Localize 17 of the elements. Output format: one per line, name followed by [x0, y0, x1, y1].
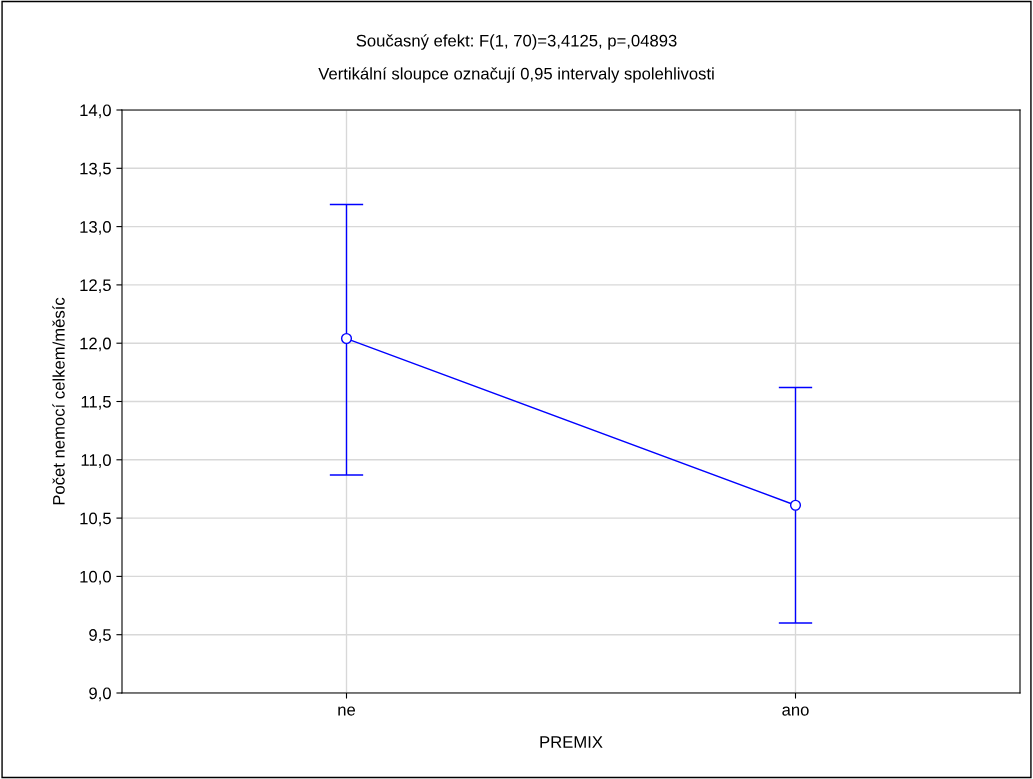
y-tick-label: 10,5 [80, 512, 111, 527]
y-tick-label: 11,5 [81, 396, 111, 410]
y-tick-label: 10,0 [80, 570, 111, 585]
y-tick-label: 9,5 [89, 629, 111, 643]
y-tick-label: 11,0 [81, 454, 111, 468]
chart-subtitle: Vertikální sloupce označují 0,95 intervaly spolehlivosti [318, 67, 714, 83]
y-tick-label: 12,5 [80, 279, 111, 294]
y-tick-label: 14,0 [80, 104, 111, 119]
y-tick-label: 13,0 [80, 221, 111, 235]
y-tick-label: 13,5 [80, 162, 111, 177]
x-axis-title: PREMIX [540, 736, 603, 748]
x-tick-label: ano [782, 706, 809, 716]
y-axis-title: Počet nemocí celkem/měsíc [52, 297, 65, 505]
chart-title: Současný efekt: F(1, 70)=3,4125, p=,04893 [356, 34, 677, 50]
y-tick-label: 9,0 [89, 687, 111, 702]
y-tick-label: 12,0 [80, 337, 111, 352]
x-tick-label: ne [338, 706, 356, 716]
